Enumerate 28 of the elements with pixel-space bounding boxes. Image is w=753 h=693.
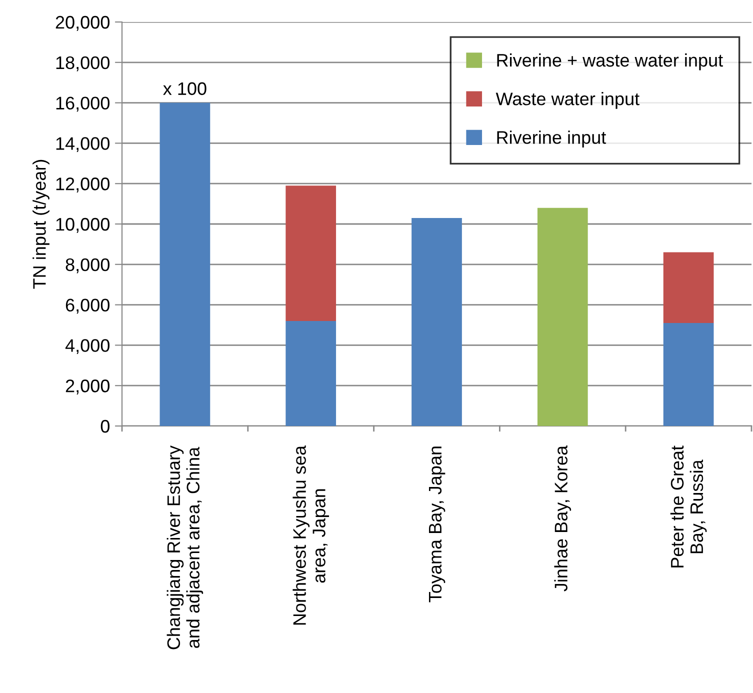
y-tick-label: 16,000	[56, 96, 110, 112]
bar	[412, 218, 462, 426]
x-tick-label: Toyama Bay, Japan	[428, 446, 446, 602]
y-tick-label: 0	[100, 420, 110, 433]
y-tick-label: 18,000	[56, 56, 110, 72]
y-tick-label: 2,000	[66, 380, 110, 394]
bar	[286, 186, 336, 321]
x-tick-label: Peter the Great Bay, Russia	[670, 446, 707, 568]
legend-label: Waste water input	[496, 92, 640, 109]
legend-label: Riverine input	[497, 130, 606, 148]
y-tick-label: 6,000	[66, 298, 110, 314]
legend-label: Riverine + waste water input	[497, 53, 723, 70]
y-axis-title: TN input (t/year)	[32, 160, 50, 289]
x-tick-label: Jinhae Bay, Korea	[554, 445, 572, 592]
x-tick-label: Northwest Kyushu sea area, Japan	[292, 445, 329, 625]
bar	[663, 322, 714, 426]
y-tick-label: 14,000	[56, 137, 110, 152]
bar	[286, 320, 336, 426]
annotation: x 100	[163, 82, 206, 96]
y-tick-label: 20,000	[56, 16, 110, 31]
bar	[160, 102, 210, 426]
y-tick-label: 12,000	[56, 178, 110, 192]
y-tick-label: 10,000	[56, 218, 110, 233]
bar	[537, 208, 588, 426]
bar	[663, 252, 714, 323]
x-tick-label: Changjiang River Estuary and adjacent area, China	[166, 445, 204, 650]
y-tick-label: 8,000	[66, 258, 110, 274]
y-tick-label: 4,000	[65, 339, 110, 354]
